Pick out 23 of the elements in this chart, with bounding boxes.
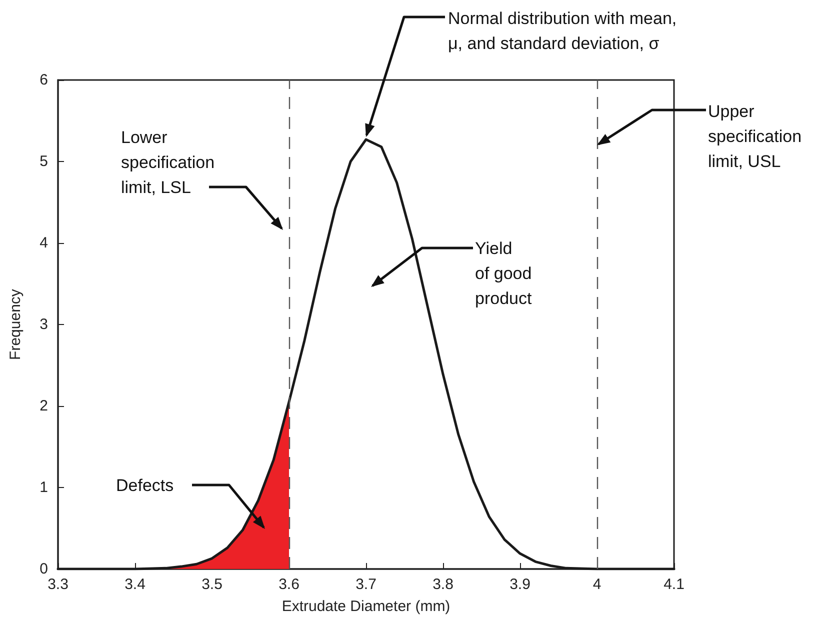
x-tick-label: 4.1	[664, 576, 684, 593]
annotation: Defects	[116, 476, 174, 495]
x-tick-label: 3.9	[510, 576, 530, 593]
x-tick-label: 3.4	[124, 576, 146, 593]
y-tick-label: 3	[40, 316, 48, 333]
y-tick-label: 2	[40, 398, 48, 414]
x-tick-label: 3.7	[356, 576, 376, 593]
y-tick-label: 4	[40, 234, 48, 252]
y-axis-title: Frequency	[7, 288, 24, 360]
y-tick-label: 5	[40, 153, 48, 170]
x-tick-label: 3.8	[432, 576, 454, 593]
x-tick-label: 3.6	[278, 576, 300, 593]
x-tick-label: 3.5	[202, 576, 222, 593]
x-tick-label: 3.3	[48, 576, 68, 593]
annotation: Yield of good product	[475, 239, 532, 308]
annotation: Upper specification limit, USL	[708, 102, 802, 171]
annotation: Normal distribution with mean, μ, and standard deviation, σ	[448, 9, 677, 53]
annotation: Lower specification limit, LSL	[121, 128, 215, 197]
y-tick-label: 0	[40, 560, 48, 578]
x-axis-title: Extrudate Diameter (mm)	[282, 598, 450, 615]
y-tick-label: 1	[40, 479, 48, 496]
y-tick-label: 6	[40, 72, 48, 88]
x-tick-label: 4	[592, 576, 602, 593]
